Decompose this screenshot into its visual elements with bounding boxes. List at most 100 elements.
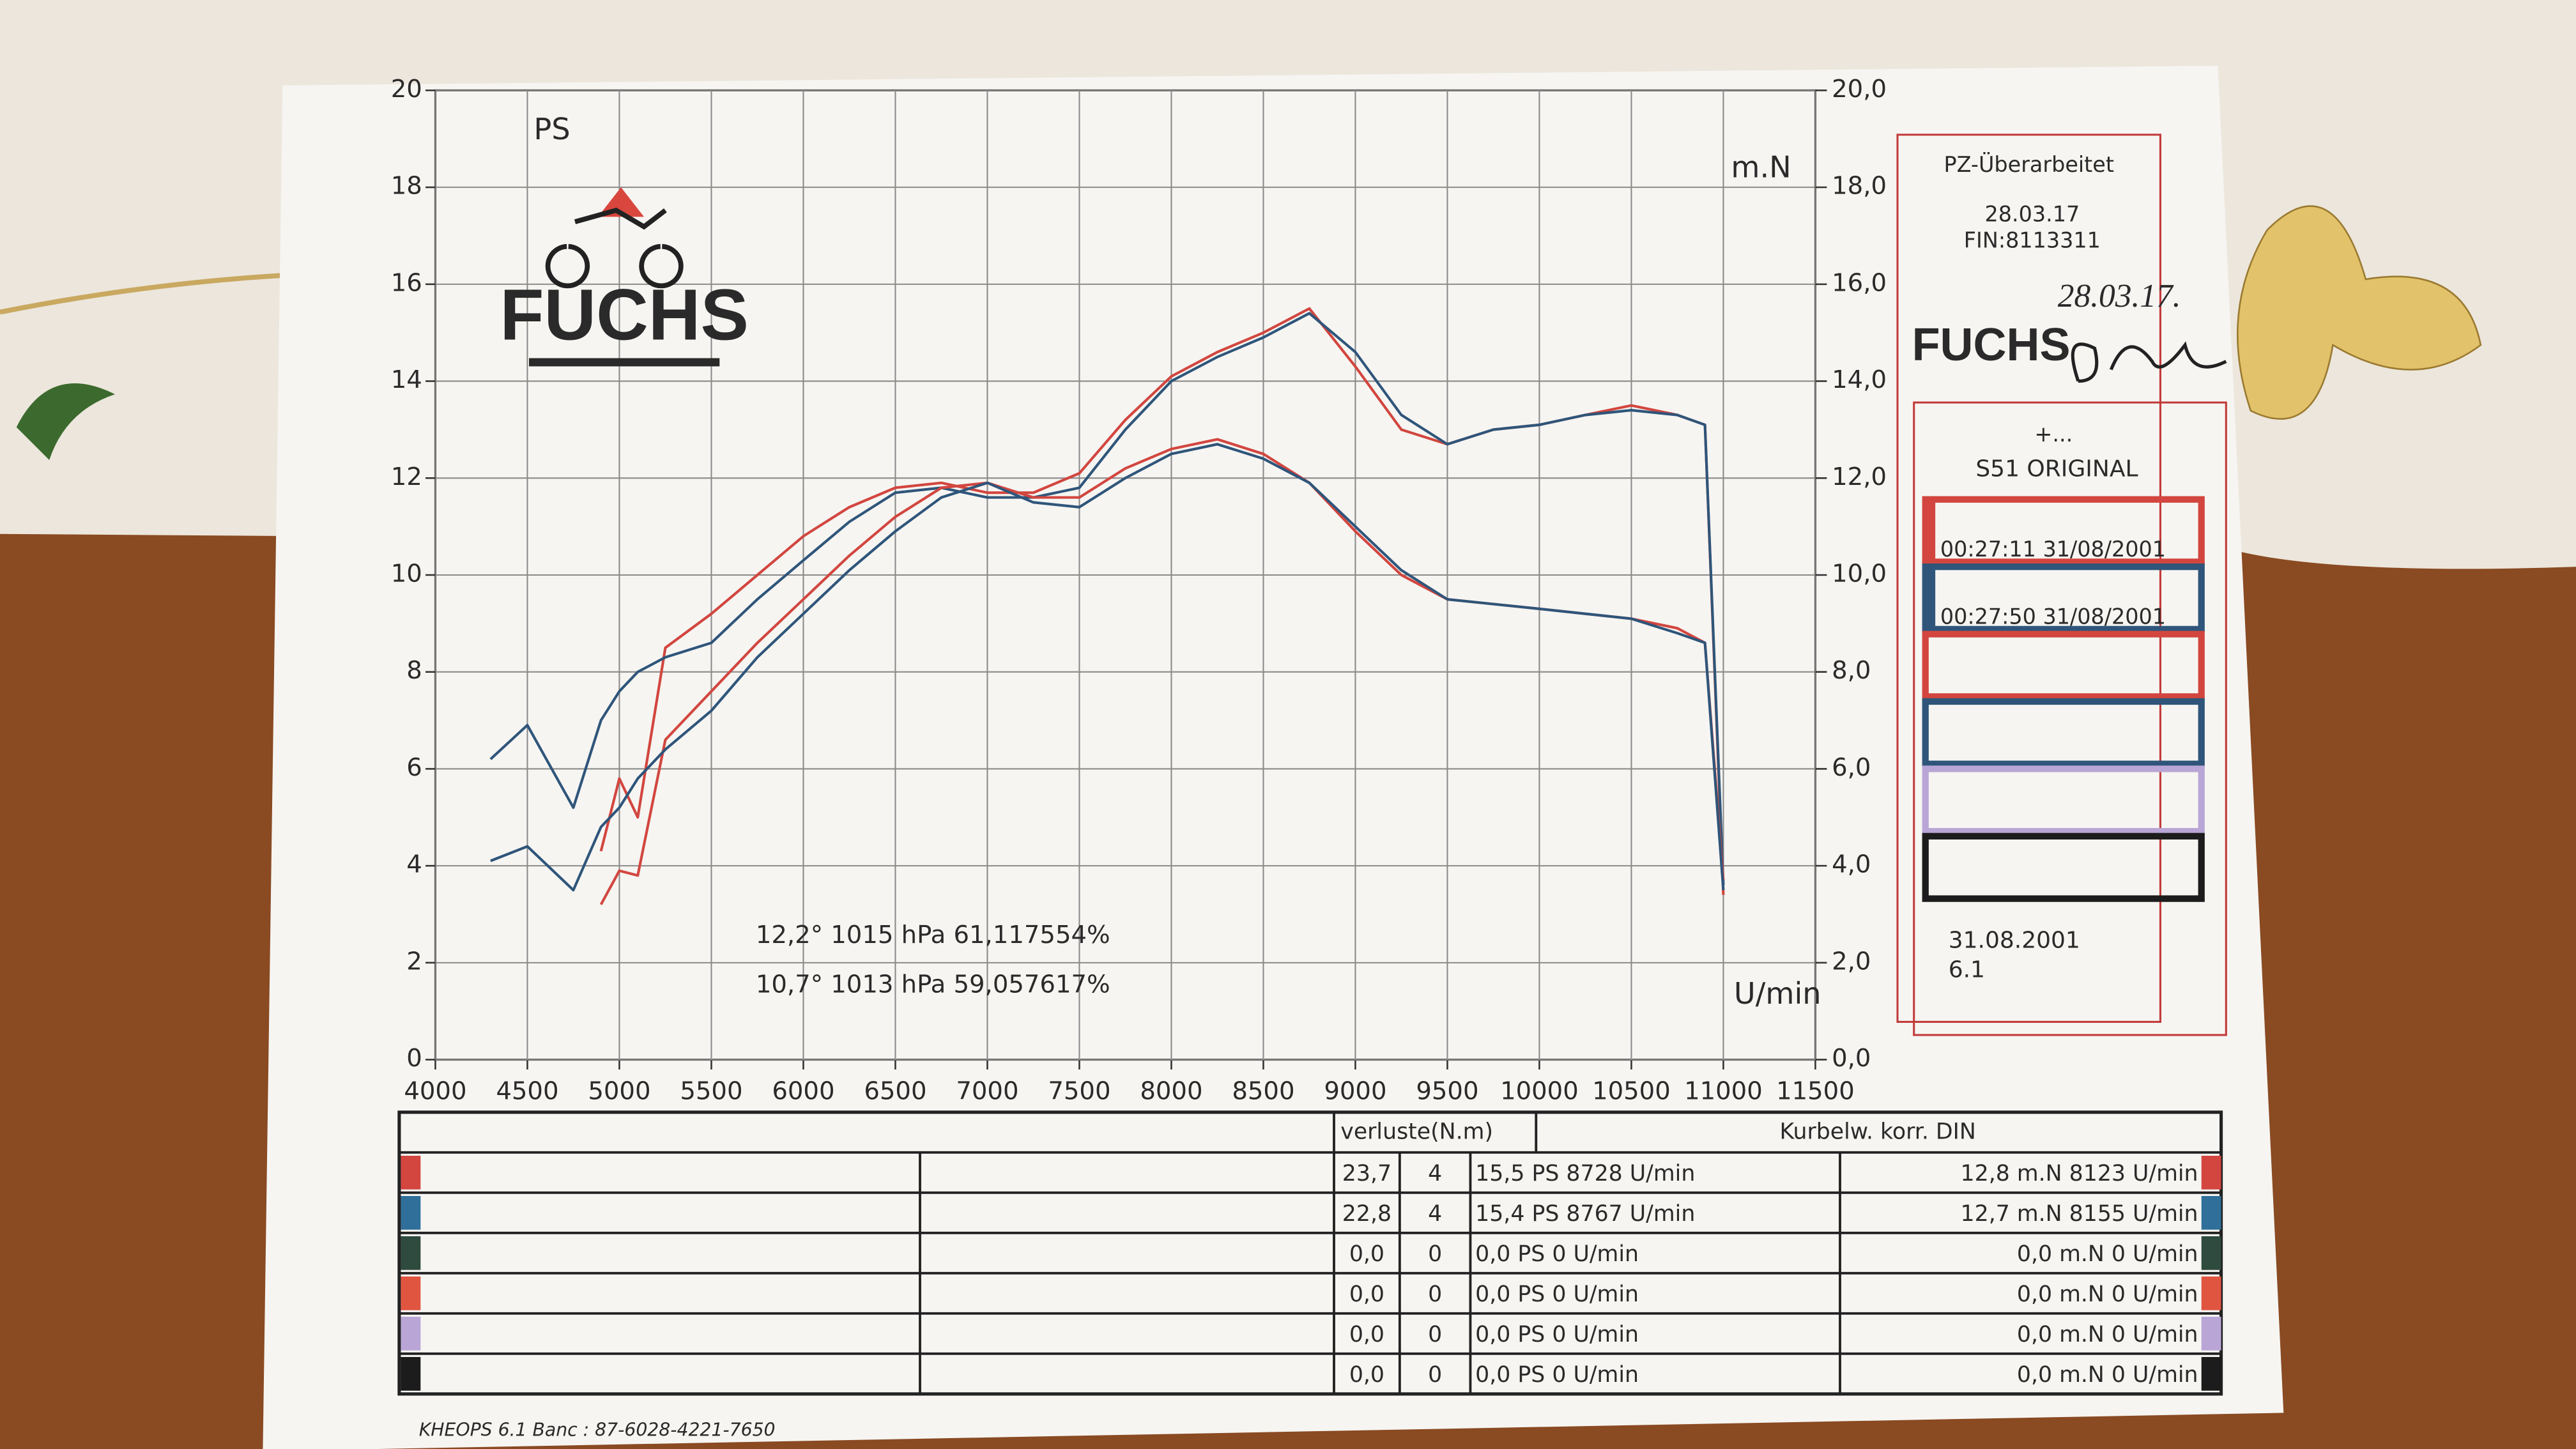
table-cell: 0,0 xyxy=(1349,1241,1384,1267)
y2-tick-label: 6,0 xyxy=(1832,753,1871,782)
footer: KHEOPS 6.1 Banc : 87-6028-4221-7650 xyxy=(419,1420,776,1441)
handwriting: 28.03.17. xyxy=(2058,278,2181,314)
curve xyxy=(489,312,1725,885)
row-swatch xyxy=(401,1317,421,1351)
x-tick-label: 5500 xyxy=(680,1077,742,1106)
annotation: 10,7° 1013 hPa 59,057617% xyxy=(756,970,1110,999)
sidebar-model: S51 ORIGINAL xyxy=(1975,456,2138,482)
table-cell: 0,0 m.N 0 U/min xyxy=(2017,1362,2198,1388)
row-swatch xyxy=(2201,1196,2221,1230)
paper xyxy=(263,65,2284,1449)
row-swatch xyxy=(401,1276,421,1310)
y2-tick-label: 14,0 xyxy=(1832,365,1887,394)
row-swatch xyxy=(401,1196,421,1230)
logo-text: FUCHS xyxy=(500,274,749,355)
table-cell: 0,0 PS 0 U/min xyxy=(1475,1282,1639,1307)
sidebar-fin: FIN:8113311 xyxy=(1964,228,2101,253)
y-tick-label: 8 xyxy=(406,656,422,685)
legend-box xyxy=(1922,631,2205,700)
sidebar-title: PZ-Überarbeitet xyxy=(1943,151,2113,177)
table-cell: 0,0 xyxy=(1349,1322,1384,1347)
table-cell: 0 xyxy=(1428,1322,1442,1347)
sidebar-note: +... xyxy=(2034,422,2073,447)
y-tick-label: 6 xyxy=(406,753,422,782)
legend-box xyxy=(1922,832,2205,902)
x-tick-label: 10000 xyxy=(1500,1077,1579,1106)
sidebar-date: 28.03.17 xyxy=(1984,201,2080,226)
row-swatch xyxy=(2201,1317,2221,1351)
sidebar-logo: FUCHS xyxy=(1912,319,2071,371)
curve xyxy=(490,443,1725,892)
table-header: Kurbelw. korr. DIN xyxy=(1779,1119,1975,1144)
y-axis-label: PS xyxy=(533,112,570,146)
x-tick-label: 11500 xyxy=(1776,1077,1855,1106)
x-tick-label: 10500 xyxy=(1592,1077,1671,1106)
table-cell: 0,0 PS 0 U/min xyxy=(1475,1241,1639,1267)
version: 6.1 xyxy=(1949,957,1985,983)
print-date: 31.08.2001 xyxy=(1949,927,2080,953)
table-cell: 15,5 PS 8728 U/min xyxy=(1475,1161,1695,1186)
table-cell: 0,0 m.N 0 U/min xyxy=(2017,1241,2198,1267)
y-tick-label: 18 xyxy=(391,172,422,201)
y-tick-label: 0 xyxy=(406,1044,422,1073)
results-table: verluste(N.m) Kurbelw. korr. DIN 23,7 4 15,5… xyxy=(397,1110,2223,1396)
y-tick-label: 12 xyxy=(391,463,422,491)
legend-box xyxy=(1922,698,2205,767)
legend-swatch xyxy=(1925,499,1936,562)
legend-box xyxy=(1922,765,2205,835)
table-cell: 15,4 PS 8767 U/min xyxy=(1475,1201,1695,1227)
x-tick-label: 8000 xyxy=(1140,1077,1202,1106)
y2-tick-label: 0,0 xyxy=(1832,1044,1871,1073)
annotation: 12,2° 1015 hPa 61,117554% xyxy=(756,921,1110,949)
y2-tick-label: 12,0 xyxy=(1832,463,1887,491)
x-tick-label: 9000 xyxy=(1324,1077,1386,1106)
row-swatch xyxy=(401,1156,421,1190)
x-tick-label: 6500 xyxy=(864,1077,926,1106)
y2-tick-label: 16,0 xyxy=(1832,268,1887,297)
x-tick-label: 9500 xyxy=(1416,1077,1478,1106)
y2-tick-label: 4,0 xyxy=(1832,850,1871,879)
table-cell: 0,0 xyxy=(1349,1282,1384,1307)
row-swatch xyxy=(2201,1276,2221,1310)
row-swatch xyxy=(2201,1236,2221,1270)
row-swatch xyxy=(401,1357,421,1391)
table-header: verluste(N.m) xyxy=(1340,1119,1493,1144)
table-cell: 0,0 xyxy=(1349,1362,1384,1388)
table-cell: 0 xyxy=(1428,1362,1442,1388)
table-cell: 0,0 PS 0 U/min xyxy=(1475,1362,1639,1388)
x-tick-label: 7000 xyxy=(956,1077,1018,1106)
row-swatch xyxy=(2201,1357,2221,1391)
y-tick-label: 10 xyxy=(391,560,422,588)
y-tick-label: 20 xyxy=(391,75,422,103)
signature xyxy=(2071,341,2227,383)
x-tick-label: 11000 xyxy=(1684,1077,1763,1106)
y-tick-label: 4 xyxy=(406,850,422,879)
logo: FUCHS xyxy=(500,187,749,367)
table-cell: 23,7 xyxy=(1342,1161,1392,1186)
table-cell: 4 xyxy=(1428,1201,1442,1227)
table-cell: 0,0 PS 0 U/min xyxy=(1475,1322,1639,1347)
sidebar: PZ-Überarbeitet 28.03.17 FIN:8113311 FUC… xyxy=(1896,134,2227,1036)
x-tick-label: 5000 xyxy=(588,1077,650,1106)
table-cell: 22,8 xyxy=(1342,1201,1392,1227)
table-cell: 4 xyxy=(1428,1161,1442,1186)
y2-tick-label: 8,0 xyxy=(1832,656,1871,685)
x-tick-label: 4500 xyxy=(496,1077,558,1106)
table-cell: 0 xyxy=(1428,1241,1442,1267)
x-tick-label: 7500 xyxy=(1048,1077,1110,1106)
x-axis-label: U/min xyxy=(1734,976,1821,1011)
y2-tick-label: 20,0 xyxy=(1832,75,1887,103)
y2-tick-label: 18,0 xyxy=(1832,172,1887,201)
table-cell: 0,0 m.N 0 U/min xyxy=(2017,1322,2198,1347)
legend-entry: 00:27:11 31/08/2001 xyxy=(1940,537,2166,562)
y2-tick-label: 2,0 xyxy=(1832,947,1871,976)
y2-axis-label: m.N xyxy=(1731,150,1791,184)
embroidery-flower xyxy=(2237,205,2482,420)
row-swatch xyxy=(2201,1156,2221,1190)
y-tick-label: 2 xyxy=(406,947,422,976)
row-swatch xyxy=(401,1236,421,1270)
table-cell: 12,8 m.N 8123 U/min xyxy=(1961,1161,2198,1186)
y2-tick-label: 10,0 xyxy=(1832,560,1887,588)
